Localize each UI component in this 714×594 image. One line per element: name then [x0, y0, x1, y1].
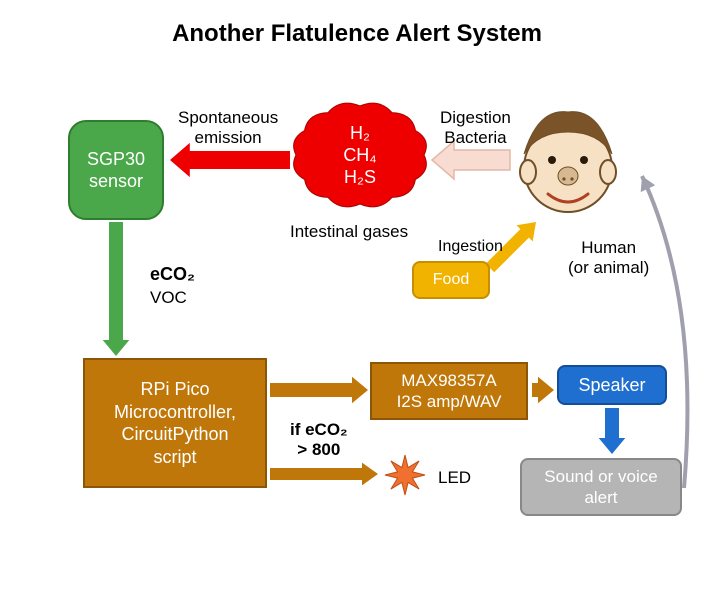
- led-star-icon: [384, 454, 426, 496]
- label-human: Human(or animal): [568, 238, 649, 278]
- label-spontaneous: Spontaneousemission: [178, 108, 278, 148]
- label-ingestion: Ingestion: [438, 238, 503, 256]
- rpi-node: RPi PicoMicrocontroller,CircuitPythonscr…: [83, 358, 267, 488]
- food-node: Food: [412, 261, 490, 299]
- svg-text:CH₄: CH₄: [343, 145, 376, 165]
- svg-text:H₂S: H₂S: [344, 167, 376, 187]
- diagram-canvas: Another Flatulence Alert System SGP30sen…: [0, 0, 714, 594]
- label-voc: VOC: [150, 288, 187, 308]
- label-digestion: DigestionBacteria: [440, 108, 511, 148]
- diagram-title: Another Flatulence Alert System: [0, 20, 714, 48]
- label-led: LED: [438, 468, 471, 488]
- amp-node: MAX98357AI2S amp/WAV: [370, 362, 528, 420]
- label-ifeco2: if eCO₂> 800: [290, 420, 348, 460]
- speaker-node: Speaker: [557, 365, 667, 405]
- alert-node: Sound or voicealert: [520, 458, 682, 516]
- label-eco2: eCO₂: [150, 264, 195, 285]
- sensor-node: SGP30sensor: [68, 120, 164, 220]
- gases-cloud: H₂CH₄H₂S: [290, 100, 430, 210]
- label-intestinal: Intestinal gases: [290, 222, 408, 242]
- svg-text:H₂: H₂: [350, 123, 370, 143]
- human-icon: [508, 100, 628, 220]
